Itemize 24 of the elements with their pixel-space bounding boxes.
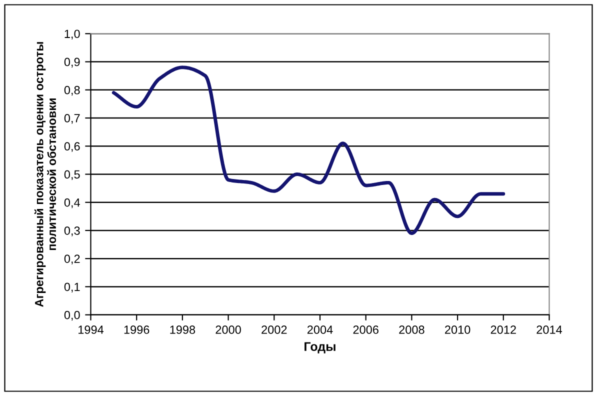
x-tick-label: 2000	[216, 326, 241, 334]
x-tick-label: 1994	[78, 326, 104, 334]
y-tick-label: 0,6	[64, 142, 80, 152]
y-axis-title: Агрегированный показатель оценки остроты политической обстановки	[34, 42, 56, 307]
x-tick-label: 1996	[124, 326, 150, 334]
y-tick-label: 0,2	[64, 254, 80, 264]
x-tick-label: 2004	[307, 326, 333, 334]
y-tick-label: 0,4	[64, 198, 80, 208]
x-tick-label: 2010	[445, 326, 470, 334]
y-tick-label: 0,1	[64, 282, 80, 292]
y-tick-label: 0,5	[64, 170, 80, 180]
x-tick-label: 2006	[353, 326, 378, 334]
x-tick-label: 2014	[536, 326, 562, 334]
y-tick-label: 1,0	[64, 30, 80, 40]
x-tick-label: 2008	[399, 326, 424, 334]
x-tick-label: 2012	[490, 326, 516, 334]
y-tick-label: 0,9	[64, 58, 80, 68]
y-tick-label: 0,8	[64, 86, 80, 96]
y-tick-label: 0,3	[64, 226, 80, 236]
x-tick-label: 1998	[170, 326, 196, 334]
y-tick-label: 0,0	[64, 310, 80, 321]
y-tick-label: 0,7	[64, 114, 80, 124]
x-axis-title: Годы	[304, 342, 336, 354]
x-tick-label: 2002	[262, 326, 287, 334]
